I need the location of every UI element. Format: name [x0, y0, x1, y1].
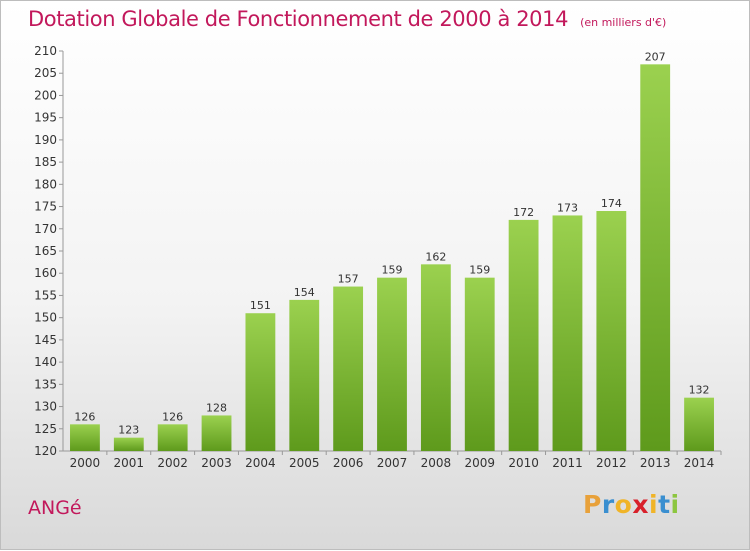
value-label-2001: 123 [118, 424, 139, 437]
y-tick-label: 170 [34, 222, 57, 236]
commune-name: ANGé [28, 497, 82, 519]
value-labels: 126 123 126 128 151 154 157 159 162 159 172 173 174 2… [74, 50, 709, 436]
value-label-2004: 151 [250, 299, 271, 312]
y-tick-labels: 120 125 130 135 140 145 150 155 160 165 170 175 180 1… [34, 44, 63, 458]
y-tick-label: 155 [34, 288, 57, 302]
x-tick-label-2009: 2009 [464, 456, 495, 470]
value-label-2002: 126 [162, 410, 183, 423]
value-label-2007: 159 [382, 264, 403, 277]
value-label-2011: 173 [557, 201, 578, 214]
y-tick-label: 190 [34, 133, 57, 147]
y-tick-label: 120 [34, 444, 57, 458]
bar-2007 [377, 277, 407, 451]
y-tick-label: 185 [34, 155, 57, 169]
bar-2012 [596, 211, 627, 451]
value-label-2006: 157 [338, 273, 359, 286]
logo-letter: t [658, 490, 671, 519]
x-tick-label-2004: 2004 [245, 456, 276, 470]
y-tick-label: 135 [34, 377, 57, 391]
x-tick-label-2011: 2011 [552, 456, 583, 470]
x-tick-labels: 2000 2001 2002 2003 2004 2005 2006 2007 2008 2009… [70, 451, 722, 470]
chart-title: Dotation Globale de Fonctionnement de 20… [28, 7, 666, 31]
logo-letter: P [583, 490, 602, 519]
y-tick-label: 210 [34, 44, 57, 58]
x-tick-label-2013: 2013 [640, 456, 671, 470]
bar-2008 [420, 264, 451, 451]
y-tick-label: 165 [34, 244, 57, 258]
value-label-2013: 207 [645, 50, 666, 63]
logo-letter: r [601, 490, 615, 519]
x-tick-label-2002: 2002 [157, 456, 188, 470]
x-tick-label-2000: 2000 [70, 456, 101, 470]
logo-letter: i [670, 490, 680, 519]
value-label-2003: 128 [206, 401, 227, 414]
logo-letter: x [632, 490, 649, 519]
y-tick-label: 160 [34, 266, 57, 280]
bar-2004 [245, 313, 276, 451]
proxiti-logo: Proxiti [583, 490, 680, 519]
x-tick-label-2014: 2014 [684, 456, 715, 470]
x-tick-label-2007: 2007 [377, 456, 408, 470]
bar-2010 [508, 219, 539, 451]
bar-2006 [333, 286, 364, 451]
y-tick-label: 200 [34, 88, 57, 102]
bar-2014 [684, 397, 714, 451]
y-tick-label: 125 [34, 422, 57, 436]
y-tick-label: 205 [34, 66, 57, 80]
x-tick-label-2003: 2003 [201, 456, 232, 470]
value-label-2000: 126 [74, 410, 95, 423]
bar-2009 [464, 277, 495, 451]
value-label-2010: 172 [513, 206, 534, 219]
bar-2003 [201, 415, 232, 451]
chart-title-text: Dotation Globale de Fonctionnement de 20… [28, 7, 569, 31]
x-tick-label-2008: 2008 [421, 456, 452, 470]
bar-2001 [113, 437, 144, 451]
x-tick-label-2005: 2005 [289, 456, 320, 470]
bar-2002 [157, 424, 188, 451]
y-tick-label: 195 [34, 111, 57, 125]
y-tick-label: 130 [34, 400, 57, 414]
y-tick-label: 180 [34, 177, 57, 191]
value-label-2012: 174 [601, 197, 622, 210]
value-label-2008: 162 [425, 250, 446, 263]
bar-2000 [70, 424, 100, 451]
bar-2005 [289, 299, 320, 451]
value-label-2014: 132 [689, 384, 710, 397]
x-tick-label-2001: 2001 [114, 456, 145, 470]
bars [70, 64, 714, 452]
x-tick-label-2012: 2012 [596, 456, 627, 470]
y-tick-label: 145 [34, 333, 57, 347]
bar-2011 [552, 215, 583, 451]
x-tick-label-2006: 2006 [333, 456, 364, 470]
y-tick-label: 175 [34, 200, 57, 214]
y-tick-label: 140 [34, 355, 57, 369]
value-label-2009: 159 [469, 264, 490, 277]
bar-2013 [640, 64, 671, 452]
logo-letter: o [614, 490, 633, 519]
logo-letter: i [649, 490, 659, 519]
x-tick-label-2010: 2010 [508, 456, 539, 470]
chart-subtitle: (en milliers d'€) [580, 16, 667, 29]
value-label-2005: 154 [294, 286, 315, 299]
y-tick-label: 150 [34, 311, 57, 325]
